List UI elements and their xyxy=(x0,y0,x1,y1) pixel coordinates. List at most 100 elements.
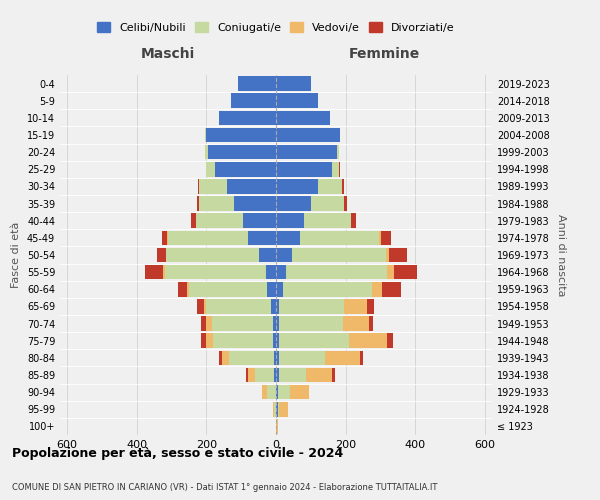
Bar xyxy=(276,110,330,125)
Bar xyxy=(255,368,274,382)
Bar xyxy=(248,230,276,245)
Bar xyxy=(267,385,276,400)
Bar xyxy=(304,214,351,228)
Bar xyxy=(208,145,276,160)
Bar xyxy=(379,230,380,245)
Bar xyxy=(276,316,279,331)
Bar xyxy=(332,162,339,176)
Text: Popolazione per età, sesso e stato civile - 2024: Popolazione per età, sesso e stato civil… xyxy=(12,448,343,460)
Bar xyxy=(280,368,305,382)
Bar xyxy=(351,214,356,228)
Bar xyxy=(197,299,203,314)
Bar xyxy=(271,299,276,314)
Bar xyxy=(276,419,278,434)
Bar xyxy=(222,350,229,365)
Bar xyxy=(278,385,290,400)
Bar xyxy=(311,196,344,211)
Bar xyxy=(199,179,227,194)
Bar xyxy=(203,299,206,314)
Bar xyxy=(370,316,373,331)
Bar xyxy=(262,385,267,400)
Bar xyxy=(276,334,280,348)
Bar xyxy=(206,334,213,348)
Bar xyxy=(238,76,276,91)
Bar xyxy=(276,265,286,280)
Bar xyxy=(332,368,335,382)
Bar xyxy=(280,402,288,416)
Bar xyxy=(178,282,187,296)
Bar xyxy=(278,402,280,416)
Bar xyxy=(276,214,304,228)
Bar xyxy=(166,248,259,262)
Bar xyxy=(227,179,276,194)
Bar xyxy=(283,282,372,296)
Bar xyxy=(197,196,199,211)
Bar xyxy=(276,402,278,416)
Y-axis label: Fasce di età: Fasce di età xyxy=(11,222,21,288)
Text: COMUNE DI SAN PIETRO IN CARIANO (VR) - Dati ISTAT 1° gennaio 2024 - Elaborazione: COMUNE DI SAN PIETRO IN CARIANO (VR) - D… xyxy=(12,483,437,492)
Bar xyxy=(301,230,379,245)
Bar xyxy=(247,368,248,382)
Bar xyxy=(276,179,318,194)
Bar xyxy=(234,196,276,211)
Bar xyxy=(388,334,393,348)
Bar xyxy=(386,248,389,262)
Bar xyxy=(276,248,292,262)
Bar xyxy=(337,145,339,160)
Bar xyxy=(205,145,208,160)
Bar xyxy=(168,230,248,245)
Bar xyxy=(343,316,370,331)
Bar xyxy=(272,316,276,331)
Bar xyxy=(290,385,309,400)
Bar xyxy=(380,230,391,245)
Bar xyxy=(218,110,276,125)
Bar xyxy=(259,248,276,262)
Bar xyxy=(382,282,401,296)
Legend: Celibi/Nubili, Coniugati/e, Vedovi/e, Divorziati/e: Celibi/Nubili, Coniugati/e, Vedovi/e, Di… xyxy=(93,18,459,37)
Bar xyxy=(318,179,342,194)
Bar xyxy=(276,196,311,211)
Y-axis label: Anni di nascita: Anni di nascita xyxy=(556,214,566,296)
Bar xyxy=(276,350,280,365)
Bar xyxy=(349,334,388,348)
Bar xyxy=(164,265,266,280)
Bar xyxy=(212,316,272,331)
Text: Femmine: Femmine xyxy=(349,48,419,62)
Bar xyxy=(344,299,367,314)
Bar xyxy=(248,368,255,382)
Bar xyxy=(305,368,332,382)
Bar xyxy=(388,265,394,280)
Bar xyxy=(276,299,280,314)
Bar xyxy=(189,282,267,296)
Bar xyxy=(145,265,163,280)
Bar xyxy=(167,230,168,245)
Bar xyxy=(229,350,274,365)
Bar xyxy=(274,402,276,416)
Bar xyxy=(215,162,276,176)
Bar xyxy=(359,350,363,365)
Bar xyxy=(389,248,407,262)
Bar xyxy=(325,350,359,365)
Bar xyxy=(276,385,278,400)
Bar xyxy=(213,334,272,348)
Bar xyxy=(276,94,318,108)
Bar xyxy=(157,248,166,262)
Bar xyxy=(201,316,206,331)
Bar xyxy=(276,230,301,245)
Bar xyxy=(162,230,167,245)
Bar xyxy=(206,128,276,142)
Bar xyxy=(243,214,276,228)
Bar xyxy=(276,368,280,382)
Bar xyxy=(267,282,276,296)
Bar xyxy=(206,316,212,331)
Bar xyxy=(394,265,417,280)
Text: Maschi: Maschi xyxy=(141,48,195,62)
Bar xyxy=(274,368,276,382)
Bar xyxy=(274,350,276,365)
Bar xyxy=(196,214,243,228)
Bar xyxy=(276,282,283,296)
Bar xyxy=(163,265,164,280)
Bar xyxy=(199,196,234,211)
Bar xyxy=(367,299,374,314)
Bar xyxy=(205,128,206,142)
